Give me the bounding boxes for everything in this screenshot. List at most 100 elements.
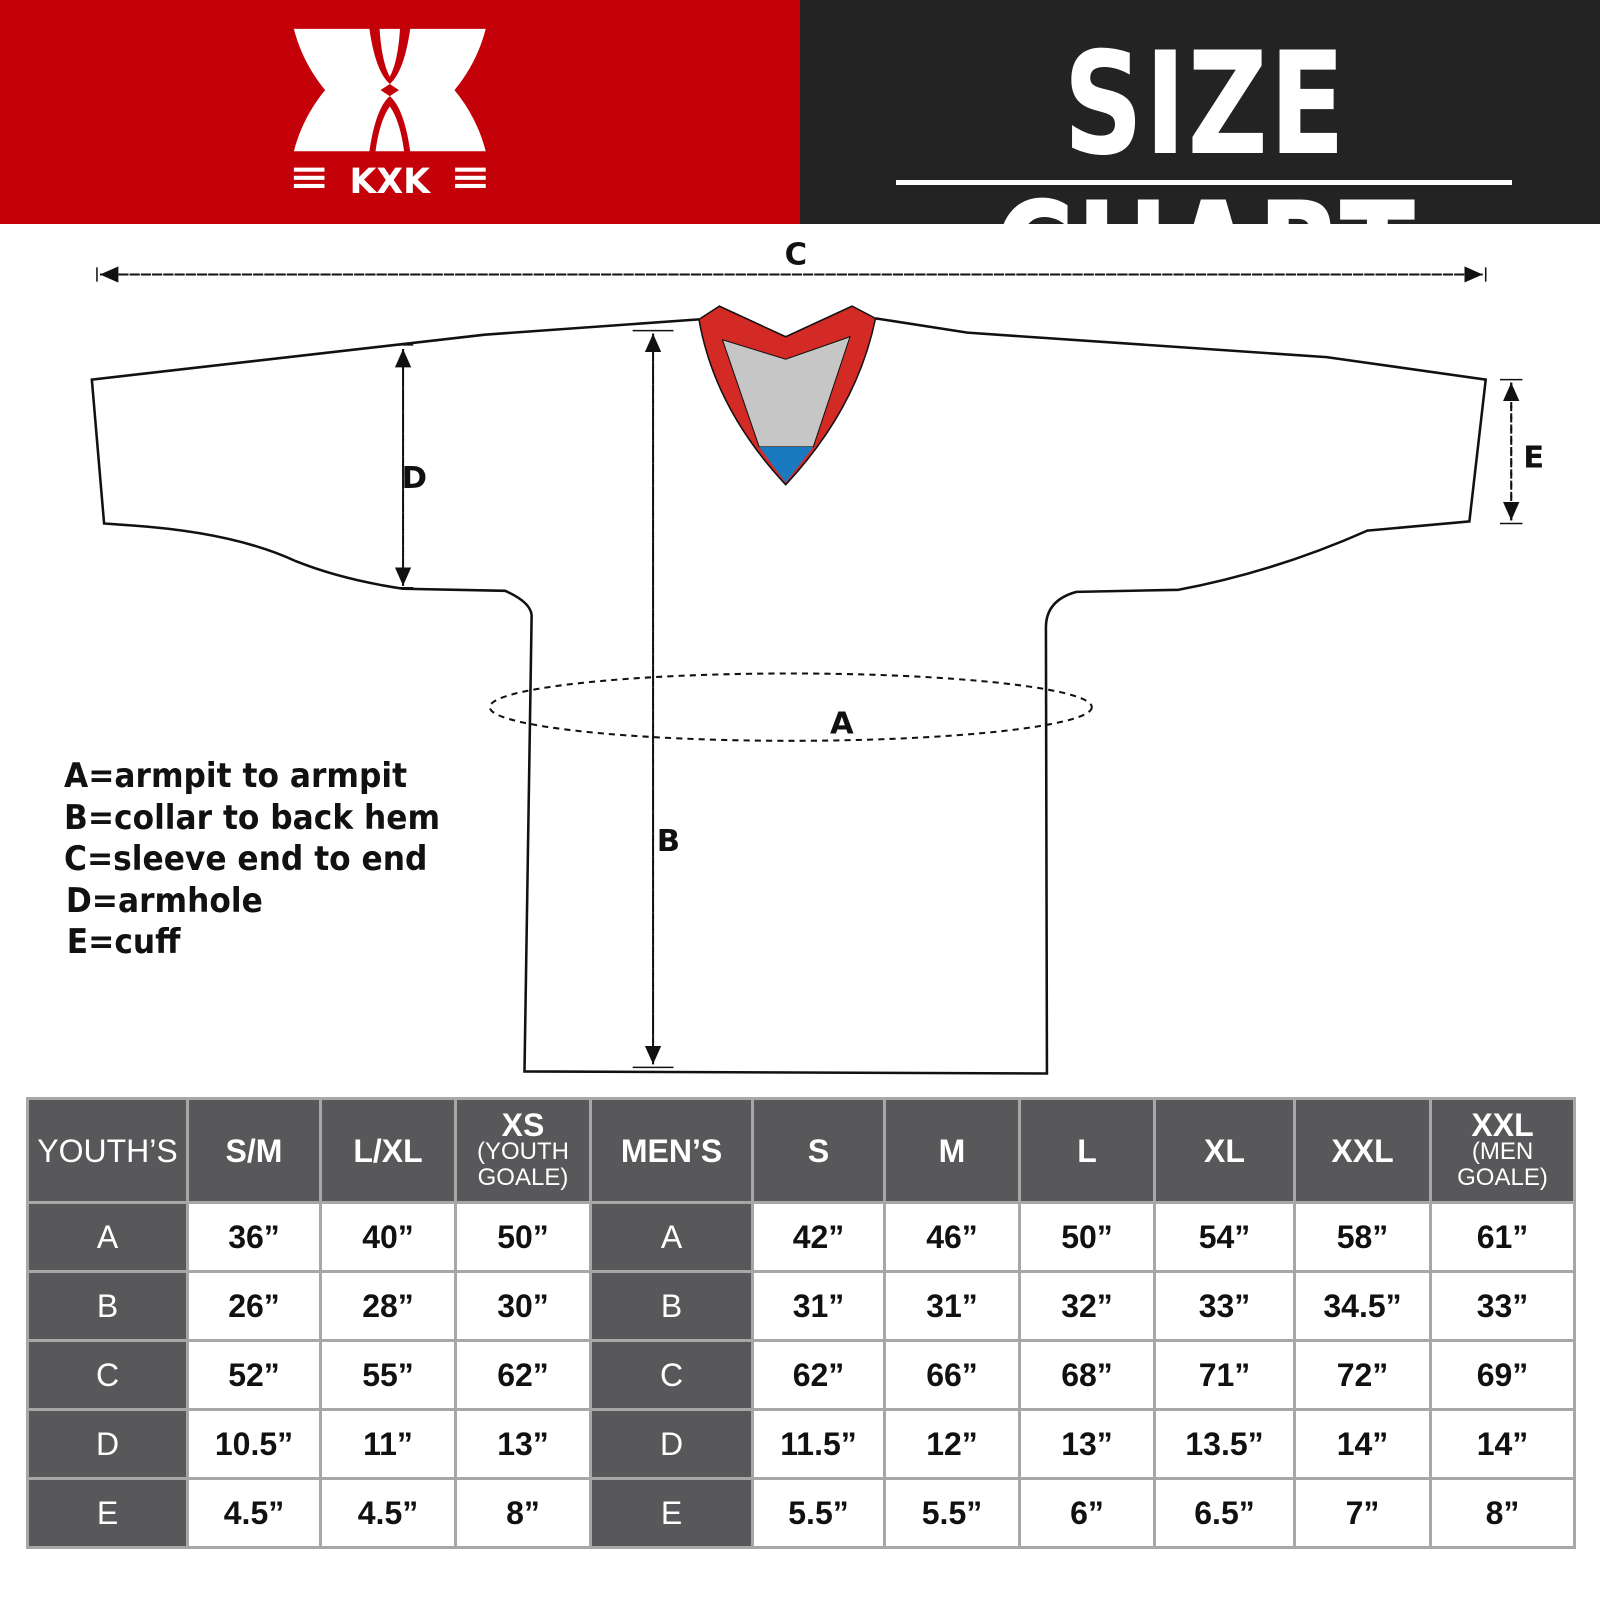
men-measurement-cell: 69” — [1429, 1339, 1576, 1411]
jersey-diagram: C D B E A — [90, 237, 1544, 1075]
youth-measurement-cell: 36” — [186, 1201, 322, 1273]
legend-item: A=armpit to armpit — [64, 756, 408, 796]
youth-size-header: XS (YOUTH GOALE) — [454, 1097, 592, 1204]
row-label: A — [589, 1201, 754, 1273]
men-measurement-cell: 14” — [1429, 1408, 1576, 1480]
men-measurement-cell: 66” — [883, 1339, 1021, 1411]
youth-measurement-cell: 30” — [454, 1270, 592, 1342]
men-size-header: L — [1018, 1097, 1156, 1204]
row-label: B — [26, 1270, 189, 1342]
men-measurement-cell: 50” — [1018, 1201, 1156, 1273]
men-measurement-cell: 54” — [1153, 1201, 1296, 1273]
column-header-label: MEN’S — [620, 1132, 723, 1169]
men-measurement-cell: 7” — [1293, 1477, 1432, 1549]
legend-item: C=sleeve end to end — [64, 839, 428, 879]
men-size-header: XXL (MEN GOALE) — [1429, 1097, 1576, 1204]
row-label: A — [26, 1201, 189, 1273]
row-label: D — [26, 1408, 189, 1480]
column-header-label: XL — [1204, 1132, 1245, 1169]
table-row: D 10.5” 11” 13” D 11.5” 12” 13” 13.5” 14” 14” — [26, 1408, 1576, 1480]
men-size-header: XL — [1153, 1097, 1296, 1204]
men-measurement-cell: 34.5” — [1293, 1270, 1432, 1342]
men-measurement-cell: 42” — [751, 1201, 886, 1273]
table-row: B 26” 28” 30” B 31” 31” 32” 33” 34.5” 33” — [26, 1270, 1576, 1342]
table-row: C 52” 55” 62” C 62” 66” 68” 71” 72” 69” — [26, 1339, 1576, 1411]
title-banner — [800, 0, 1600, 224]
youth-measurement-cell: 28” — [319, 1270, 457, 1342]
men-measurement-cell: 5.5” — [883, 1477, 1021, 1549]
legend-item: E=cuff — [66, 922, 181, 962]
label-b: B — [657, 824, 680, 859]
column-header-sublabel: (MEN GOALE) — [1457, 1137, 1548, 1191]
youth-measurement-cell: 52” — [186, 1339, 322, 1411]
column-header-label: L — [1077, 1132, 1097, 1169]
youth-header: YOUTH’S — [26, 1097, 189, 1204]
kxk-logo: KXK — [293, 28, 486, 202]
column-header-label: L/XL — [353, 1132, 423, 1169]
column-header-label: M — [938, 1132, 966, 1169]
table-header-row: YOUTH’S S/M L/XL XS (YOUTH GOALE) MEN’S S M L XL X… — [26, 1097, 1576, 1204]
legend-item: B=collar to back hem — [64, 797, 441, 838]
column-header-label: S — [807, 1132, 830, 1169]
youth-size-header: S/M — [186, 1097, 322, 1204]
men-measurement-cell: 31” — [883, 1270, 1021, 1342]
row-label: C — [26, 1339, 189, 1411]
jersey-outline — [90, 317, 1488, 1075]
row-label: E — [26, 1477, 189, 1549]
youth-measurement-cell: 4.5” — [319, 1477, 457, 1549]
men-measurement-cell: 8” — [1429, 1477, 1576, 1549]
men-measurement-cell: 14” — [1293, 1408, 1432, 1480]
men-measurement-cell: 5.5” — [751, 1477, 886, 1549]
table-row: E 4.5” 4.5” 8” E 5.5” 5.5” 6” 6.5” 7” 8” — [26, 1477, 1576, 1549]
men-measurement-cell: 11.5” — [751, 1408, 886, 1480]
youth-measurement-cell: 62” — [454, 1339, 592, 1411]
label-c: C — [785, 237, 807, 272]
men-measurement-cell: 68” — [1018, 1339, 1156, 1411]
youth-measurement-cell: 10.5” — [186, 1408, 322, 1480]
youth-size-header: L/XL — [319, 1097, 457, 1204]
label-e: E — [1523, 440, 1544, 475]
column-header-label: YOUTH’S — [37, 1132, 178, 1169]
size-table: YOUTH’S S/M L/XL XS (YOUTH GOALE) MEN’S S M L XL X… — [26, 1097, 1576, 1549]
men-header: MEN’S — [589, 1097, 754, 1204]
men-measurement-cell: 13.5” — [1153, 1408, 1296, 1480]
label-a: A — [830, 707, 854, 742]
men-measurement-cell: 13” — [1018, 1408, 1156, 1480]
men-measurement-cell: 32” — [1018, 1270, 1156, 1342]
row-label: C — [589, 1339, 754, 1411]
men-size-header: M — [883, 1097, 1021, 1204]
men-measurement-cell: 12” — [883, 1408, 1021, 1480]
collar-inner — [721, 335, 851, 448]
men-measurement-cell: 33” — [1153, 1270, 1296, 1342]
youth-measurement-cell: 11” — [319, 1408, 457, 1480]
men-measurement-cell: 6.5” — [1153, 1477, 1296, 1549]
men-measurement-cell: 72” — [1293, 1339, 1432, 1411]
men-size-header: XXL — [1293, 1097, 1432, 1204]
men-size-header: S — [751, 1097, 886, 1204]
column-header-label: S/M — [225, 1132, 283, 1169]
men-measurement-cell: 71” — [1153, 1339, 1296, 1411]
legend-item: D=armhole — [65, 880, 263, 921]
column-header-label: XXL — [1471, 1106, 1534, 1143]
youth-measurement-cell: 40” — [319, 1201, 457, 1273]
logo-text: KXK — [350, 162, 432, 202]
measurement-legend: A=armpit to armpit B=collar to back hem … — [64, 756, 473, 964]
men-measurement-cell: 6” — [1018, 1477, 1156, 1549]
men-measurement-cell: 33” — [1429, 1270, 1576, 1342]
page-title: SIZE CHART — [993, 22, 1417, 337]
men-measurement-cell: 58” — [1293, 1201, 1432, 1273]
youth-measurement-cell: 26” — [186, 1270, 322, 1342]
youth-measurement-cell: 50” — [454, 1201, 592, 1273]
row-label: D — [589, 1408, 754, 1480]
dimension-a — [488, 672, 1093, 742]
men-measurement-cell: 31” — [751, 1270, 886, 1342]
table-row: A 36” 40” 50” A 42” 46” 50” 54” 58” 61” — [26, 1201, 1576, 1273]
column-header-sublabel: (YOUTH GOALE) — [477, 1137, 569, 1191]
youth-measurement-cell: 13” — [454, 1408, 592, 1480]
column-header-label: XS — [501, 1106, 545, 1143]
men-measurement-cell: 61” — [1429, 1201, 1576, 1273]
brand-banner: KXK — [0, 0, 800, 224]
youth-measurement-cell: 8” — [454, 1477, 592, 1549]
collar-tip — [759, 446, 814, 483]
row-label: E — [589, 1477, 754, 1549]
